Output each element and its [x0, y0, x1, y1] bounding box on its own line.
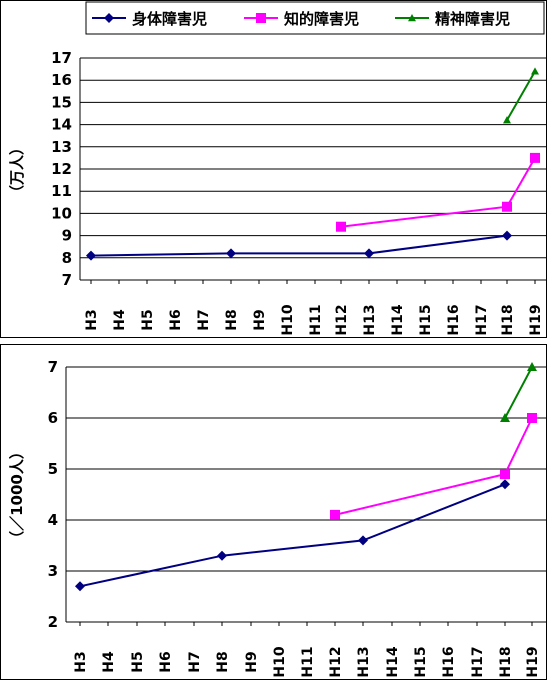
- x-tick-label: H13: [356, 646, 372, 677]
- y-tick-label: 9: [62, 227, 72, 245]
- x-tick-label: H16: [446, 304, 462, 335]
- x-tick-label: H15: [418, 304, 434, 335]
- series-line-triangle: [504, 366, 533, 419]
- data-point-diamond: [75, 581, 85, 592]
- data-point-diamond: [500, 479, 510, 490]
- y-tick-label: 11: [51, 182, 72, 200]
- data-point-square: [527, 413, 537, 423]
- series-line-triangle: [506, 70, 536, 121]
- y-tick-label: 6: [48, 409, 58, 427]
- x-tick-label: H10: [280, 304, 296, 335]
- data-point-square: [502, 201, 512, 212]
- data-point-diamond: [358, 535, 368, 546]
- x-tick-label: H7: [196, 309, 212, 330]
- y-tick-label: 13: [51, 138, 72, 156]
- x-tick-label: H9: [244, 651, 260, 672]
- x-tick-label: H4: [101, 651, 117, 673]
- x-tick-label: H11: [300, 646, 316, 677]
- x-tick-label: H16: [441, 646, 457, 677]
- x-tick-label: H17: [470, 646, 486, 677]
- x-tick-label: H4: [112, 309, 128, 331]
- x-tick-label: H14: [390, 304, 406, 335]
- x-tick-label: H5: [140, 309, 156, 330]
- data-point-diamond: [217, 550, 227, 561]
- x-tick-label: H18: [498, 646, 514, 677]
- data-point-diamond: [502, 230, 512, 241]
- x-tick-label: H6: [158, 651, 174, 672]
- x-tick-label: H6: [168, 309, 184, 330]
- data-point-square: [530, 152, 540, 163]
- y-axis-label: （万人）: [8, 140, 26, 200]
- y-tick-label: 8: [62, 249, 72, 267]
- series-line-diamond: [90, 234, 508, 257]
- data-point-square: [500, 469, 510, 480]
- x-tick-label: H9: [252, 309, 268, 330]
- x-tick-label: H18: [500, 304, 516, 335]
- data-point-triangle: [531, 67, 539, 75]
- legend-marker-triangle: [408, 14, 416, 22]
- y-tick-label: 16: [51, 71, 72, 89]
- bottom-chart-frame: [0, 344, 547, 680]
- y-tick-label: 2: [48, 613, 58, 631]
- y-tick-label: 4: [48, 511, 58, 529]
- legend-marker-square: [256, 13, 266, 23]
- series-line-diamond: [79, 483, 506, 588]
- y-tick-label: 7: [48, 358, 58, 376]
- series-line-square: [334, 417, 533, 516]
- y-axis-label: （／1000人）: [8, 444, 26, 546]
- data-point-square: [336, 221, 346, 232]
- x-tick-label: H5: [130, 651, 146, 672]
- top-chart: 7 8 9 10 11 12 13 14 15 16 17 H3 H4 H5 H6 H7 H8 H9 H10 H11 H…: [8, 49, 546, 336]
- y-tick-label: 7: [62, 271, 72, 289]
- y-tick-label: 15: [51, 93, 72, 111]
- data-point-triangle: [527, 362, 537, 371]
- x-tick-label: H12: [328, 646, 344, 677]
- y-tick-label: 14: [51, 116, 72, 134]
- data-point-diamond: [86, 250, 96, 261]
- x-tick-label: H11: [308, 304, 324, 335]
- x-tick-label: H8: [224, 309, 240, 330]
- legend-box: [85, 1, 545, 35]
- legend: 身体障害児 知的障害児 精神障害児: [85, 1, 545, 35]
- data-point-diamond: [226, 248, 236, 259]
- legend-marker-diamond: [104, 13, 114, 23]
- bottom-chart: 2 3 4 5 6 7 H3 H4 H5 H6 H7 H8 H9 H10 H11 H12 H13 H14 H15 H1…: [8, 358, 546, 678]
- x-tick-label: H13: [362, 304, 378, 335]
- data-point-triangle: [500, 413, 510, 422]
- y-tick-label: 17: [51, 49, 72, 67]
- y-tick-label: 12: [51, 160, 72, 178]
- legend-label: 知的障害児: [284, 10, 359, 28]
- x-tick-label: H3: [73, 651, 89, 672]
- x-tick-label: H8: [215, 651, 231, 672]
- x-tick-label: H10: [272, 646, 288, 677]
- data-point-square: [330, 509, 340, 520]
- legend-label: 身体障害児: [132, 10, 207, 28]
- legend-label: 精神障害児: [435, 10, 510, 28]
- series-line-square: [340, 157, 536, 228]
- data-point-triangle: [503, 116, 511, 124]
- x-tick-label: H17: [474, 304, 490, 335]
- data-point-diamond: [364, 248, 374, 259]
- x-tick-label: H19: [525, 646, 541, 677]
- x-tick-label: H3: [84, 309, 100, 330]
- y-tick-label: 10: [51, 204, 72, 222]
- y-tick-label: 3: [48, 562, 58, 580]
- x-tick-label: H14: [385, 646, 401, 677]
- x-tick-label: H12: [334, 304, 350, 335]
- x-tick-label: H7: [187, 651, 203, 672]
- y-tick-label: 5: [48, 460, 58, 478]
- x-tick-label: H15: [413, 646, 429, 677]
- x-tick-label: H19: [528, 304, 544, 335]
